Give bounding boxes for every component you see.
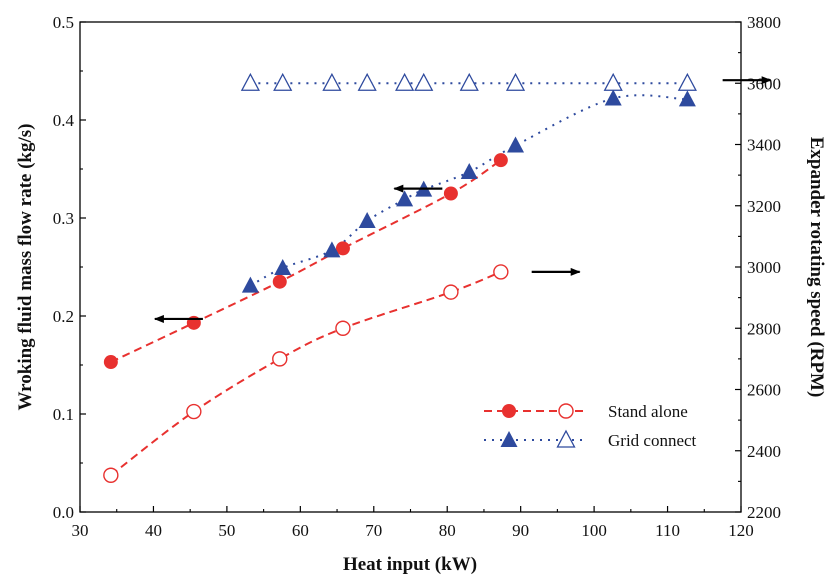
x-tick-label: 50 — [218, 521, 235, 540]
legend-standalone-label: Stand alone — [608, 402, 688, 421]
grid-mass-flow-point — [274, 258, 292, 275]
y-right-tick-label: 3000 — [747, 258, 781, 277]
standalone-speed-point — [493, 264, 509, 280]
grid-speed-point — [273, 72, 293, 91]
grid-mass-flow-point — [604, 89, 622, 106]
y-right-tick-label: 2800 — [747, 319, 781, 338]
series-2-curve — [249, 94, 688, 287]
standalone-speed-point — [103, 467, 119, 483]
x-tick-label: 100 — [581, 521, 607, 540]
x-tick-label: 110 — [655, 521, 680, 540]
x-tick-label: 60 — [292, 521, 309, 540]
grid-mass-flow-point — [323, 241, 341, 258]
x-tick-label: 70 — [365, 521, 382, 540]
y-left-tick-label: 0.3 — [53, 209, 74, 228]
standalone-mass-flow-point — [272, 274, 287, 289]
grid-mass-flow-point — [241, 276, 259, 293]
y-right-tick-label: 2200 — [747, 503, 781, 522]
legend-grid-filled-marker — [500, 431, 518, 447]
legend-grid-open-marker — [556, 429, 576, 448]
grid-speed-point — [677, 72, 697, 91]
grid-speed-point — [603, 72, 623, 91]
x-tick-label: 30 — [72, 521, 89, 540]
standalone-mass-flow-point — [493, 153, 508, 168]
data-markers — [103, 72, 697, 483]
y-right-tick-label: 3800 — [747, 13, 781, 32]
grid-speed-point — [395, 72, 415, 91]
grid-mass-flow-point — [678, 90, 696, 107]
x-axis-title: Heat input (kW) — [343, 554, 477, 575]
grid-speed-point — [505, 72, 526, 91]
grid-mass-flow-point — [358, 211, 376, 228]
y-left-tick-label: 0.5 — [53, 13, 74, 32]
y-left-tick-label: 0.1 — [53, 405, 74, 424]
x-tick-label: 40 — [145, 521, 162, 540]
grid-speed-point — [414, 72, 434, 91]
y-right-tick-label: 3200 — [747, 197, 781, 216]
grid-speed-point — [459, 72, 479, 91]
y-left-tick-label: 0.2 — [53, 307, 74, 326]
grid-mass-flow-point — [460, 162, 478, 179]
x-tick-label: 120 — [728, 521, 754, 540]
y-left-axis-title: Wroking fluid mass flow rate (kg/s) — [15, 124, 36, 411]
grid-mass-flow-point — [396, 190, 414, 207]
grid-mass-flow-point — [507, 136, 525, 153]
series-1-curve — [110, 270, 502, 477]
y-left-tick-label: 0.4 — [53, 111, 75, 130]
standalone-mass-flow-point — [335, 241, 350, 256]
legend-standalone-open-marker — [558, 403, 574, 419]
axis-ticks: 30 40 50 60 70 80 90 100 110 120 0.0 0.1 0.2 0.3 0.4 0.… — [53, 13, 781, 540]
standalone-mass-flow-point — [103, 355, 118, 370]
axis-arrows — [153, 76, 772, 323]
y-right-axis-title: Expander rotating speed (RPM) — [806, 137, 827, 398]
y-right-tick-label: 2400 — [747, 442, 781, 461]
grid-speed-point — [240, 72, 260, 91]
standalone-speed-point — [272, 351, 288, 367]
standalone-speed-point — [186, 403, 202, 420]
y-right-tick-label: 2600 — [747, 381, 781, 400]
x-tick-label: 80 — [439, 521, 456, 540]
y-right-tick-label: 3400 — [747, 136, 781, 155]
standalone-speed-point — [443, 284, 459, 300]
legend: Stand alone Grid connect — [484, 402, 697, 450]
grid-speed-point — [357, 72, 377, 91]
standalone-mass-flow-point — [443, 186, 458, 201]
grid-speed-point — [322, 72, 342, 91]
standalone-speed-point — [335, 320, 351, 336]
x-tick-label: 90 — [512, 521, 529, 540]
y-right-tick-label: 3600 — [747, 74, 781, 93]
legend-grid-label: Grid connect — [608, 431, 697, 450]
series-0-curve — [110, 159, 502, 364]
y-left-tick-label: 0.0 — [53, 503, 74, 522]
legend-standalone-filled-marker — [502, 404, 516, 418]
